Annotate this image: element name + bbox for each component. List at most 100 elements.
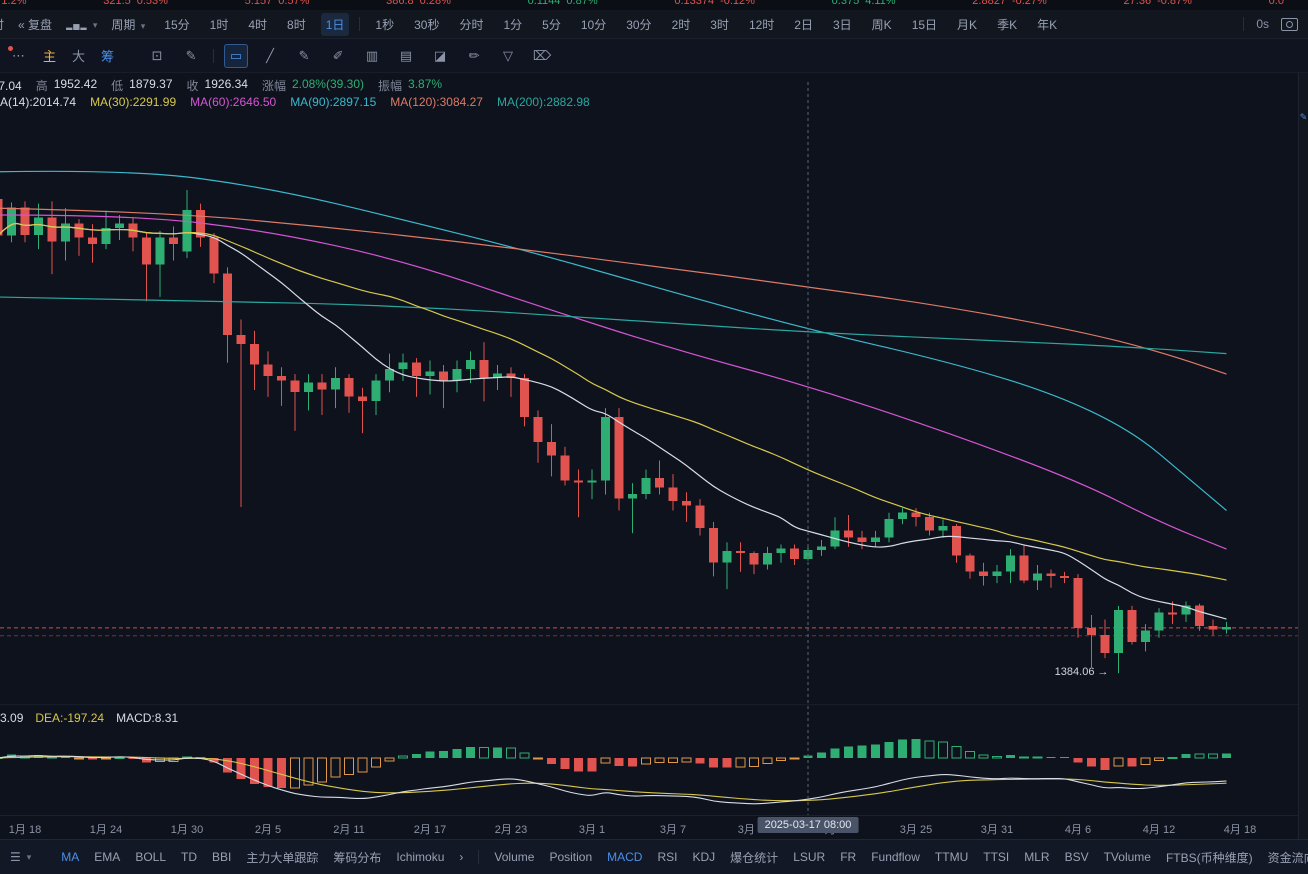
ticker-price: 321.5 [103,0,131,7]
layout-icon[interactable]: ⊡ [151,47,163,63]
brush-icon[interactable]: ◪ [433,47,447,63]
indicator-tab[interactable]: TD [181,850,197,864]
timeframe-item[interactable]: 3时 [710,17,729,32]
chevron-down-icon: ▾ [92,20,98,30]
filter-icon[interactable]: ▽ [503,47,514,63]
indicator-tab[interactable]: › [459,850,464,864]
ticker-item[interactable]: 0.375 4.11% [832,0,896,9]
indicator-tab[interactable]: Volume [494,850,535,864]
indicator-tab[interactable]: Ichimoku [396,850,445,864]
indicator-tab[interactable]: KDJ [692,850,716,864]
timeframe-item[interactable]: 15分 [164,17,190,32]
timeframe-item[interactable]: 12时 [748,17,775,32]
indicator-tab[interactable]: BOLL [135,850,166,864]
pen-icon[interactable]: ✐ [332,47,344,63]
trendline-icon[interactable]: ╱ [266,47,274,63]
ticker-item[interactable]: 7.571.2% [0,0,26,9]
main-chart-mode[interactable]: 主 [43,49,57,64]
pencil-icon[interactable]: ✎ [298,47,310,63]
indicator-tab[interactable]: BSV [1064,850,1089,864]
edit-pencil-icon[interactable]: ✎ [1299,112,1308,122]
timeframe-item[interactable]: 15日 [911,17,938,32]
macd-value: MACD:8.31 [116,711,179,725]
low-value: 1879.37 [129,77,173,91]
change-label: 涨幅 [261,79,286,93]
indicator-tab[interactable]: TVolume [1103,850,1151,864]
ticker-item[interactable]: 321.5 0.53% [103,0,168,9]
indicator-tab[interactable]: EMA [94,850,121,864]
indicator-tab[interactable]: 筹码分布 [333,850,382,865]
timeframe-item[interactable]: 周K [871,17,892,32]
indicator-tab[interactable]: 资金流向 [1267,850,1308,865]
timeframe-item[interactable]: 季K [997,17,1018,32]
indicator-tab[interactable]: Fundflow [871,850,920,864]
right-panel-strip [1298,10,1308,839]
chart-style-dropdown[interactable]: ▂▅▂ ▾ [66,17,97,31]
timeframe-toolbar: 时 « 复盘 ▂▅▂ ▾ 周期 ▾ 15分 1时 4时 8时 1日 1秒 30秒 分时 1分 5分… [0,10,1308,39]
timeframe-item[interactable]: 年K [1037,17,1058,32]
annotation-icon[interactable]: ▭ [224,43,249,68]
large-chart-mode[interactable]: 大 [72,49,86,64]
timeframe-item[interactable]: 8时 [287,17,306,32]
indicator-tab[interactable]: MLR [1024,850,1050,864]
indicator-menu-button[interactable]: ☰ ▾ [10,850,31,864]
indicator-tab[interactable]: 主力大单跟踪 [246,850,319,865]
kline-style-icon: ▂▅▂ [66,21,88,30]
indicator-tab[interactable]: TTMU [934,850,969,864]
replay-button[interactable]: « 复盘 [18,16,52,33]
indicator-tab[interactable]: BBI [212,850,232,864]
ticker-item[interactable]: 0.1144 0.87% [528,0,598,9]
timeframe-item[interactable]: 月K [957,17,978,32]
ticker-price: 0.1144 [527,0,561,7]
time-axis[interactable]: 1月 18 1月 24 1月 30 2月 5 2月 11 2月 17 2月 23 3月 1 3月… [0,815,1308,840]
timeframe-list: 15分 1时 4时 8时 1日 1秒 30秒 分时 1分 5分 10分 30分 2时 3时 12时 2日 3日 周… [159,12,1062,36]
indicator-tab[interactable]: MACD [607,850,643,864]
indicator-tab[interactable]: TTSI [983,850,1010,864]
timeframe-item[interactable]: 1分 [503,17,523,32]
indicator-tab[interactable]: LSUR [793,850,826,864]
more-menu-icon[interactable]: ⋯ [8,45,30,64]
ticker-change: 4.11% [865,0,896,7]
timeframe-item[interactable]: 4时 [248,17,268,32]
timeframe-item[interactable]: 30秒 [414,17,440,32]
cut-timeframe-label[interactable]: 时 [0,16,4,33]
ticker-item[interactable]: 0.13374 -0.12% [674,0,755,9]
indicator-tab[interactable]: FTBS(币种维度) [1165,850,1253,865]
axis-label: 3月 7 [659,824,687,836]
ticker-item[interactable]: 0.0 [1269,0,1290,9]
ticker-item[interactable]: 27.36 -0.87% [1124,0,1192,9]
timeframe-item[interactable]: 1日 [320,12,350,36]
timeframe-item[interactable]: 3日 [832,17,852,32]
period-dropdown[interactable]: 周期 ▾ [111,16,145,33]
pattern-icon[interactable]: ▥ [365,47,379,63]
timeframe-item[interactable]: 1时 [209,17,229,32]
high-label: 高 [35,79,48,93]
indicator-tab[interactable]: MA [61,850,80,864]
clipboard-icon[interactable]: ▤ [399,47,413,63]
indicator-tab[interactable]: FR [840,850,857,864]
timeframe-item[interactable]: 分时 [459,17,484,32]
indicator-tab[interactable]: 爆仓统计 [730,850,779,865]
timeframe-item[interactable]: 5分 [542,17,561,32]
timeframe-item[interactable]: 10分 [580,17,607,32]
axis-label: 2月 5 [254,824,282,836]
timeframe-item[interactable]: 2时 [671,17,691,32]
edit-icon[interactable]: ✏ [468,47,480,63]
ma-legend-item: MA(14):2014.74 [0,95,77,109]
timeframe-item[interactable]: 30分 [626,17,652,32]
screenshot-camera-icon[interactable] [1281,17,1298,31]
trash-icon[interactable]: ⌦ [532,47,552,63]
axis-label: 1月 18 [8,824,42,836]
indicator-tab[interactable]: RSI [657,850,678,864]
ticker-item[interactable]: 5.157 0.57% [245,0,310,9]
chips-mode[interactable]: 筹 [101,49,115,64]
indicator-tab[interactable]: Position [549,850,593,864]
ticker-item[interactable]: 2.8827 -0.27% [972,0,1047,9]
timeframe-item[interactable]: 1秒 [375,17,395,32]
close-value: 1926.34 [204,77,248,91]
quick-draw-icon[interactable]: ✎ [185,47,197,63]
axis-label: 2月 17 [413,824,447,836]
timeframe-item[interactable]: 2日 [794,17,813,32]
ticker-item[interactable]: 386.8 0.28% [386,0,451,9]
